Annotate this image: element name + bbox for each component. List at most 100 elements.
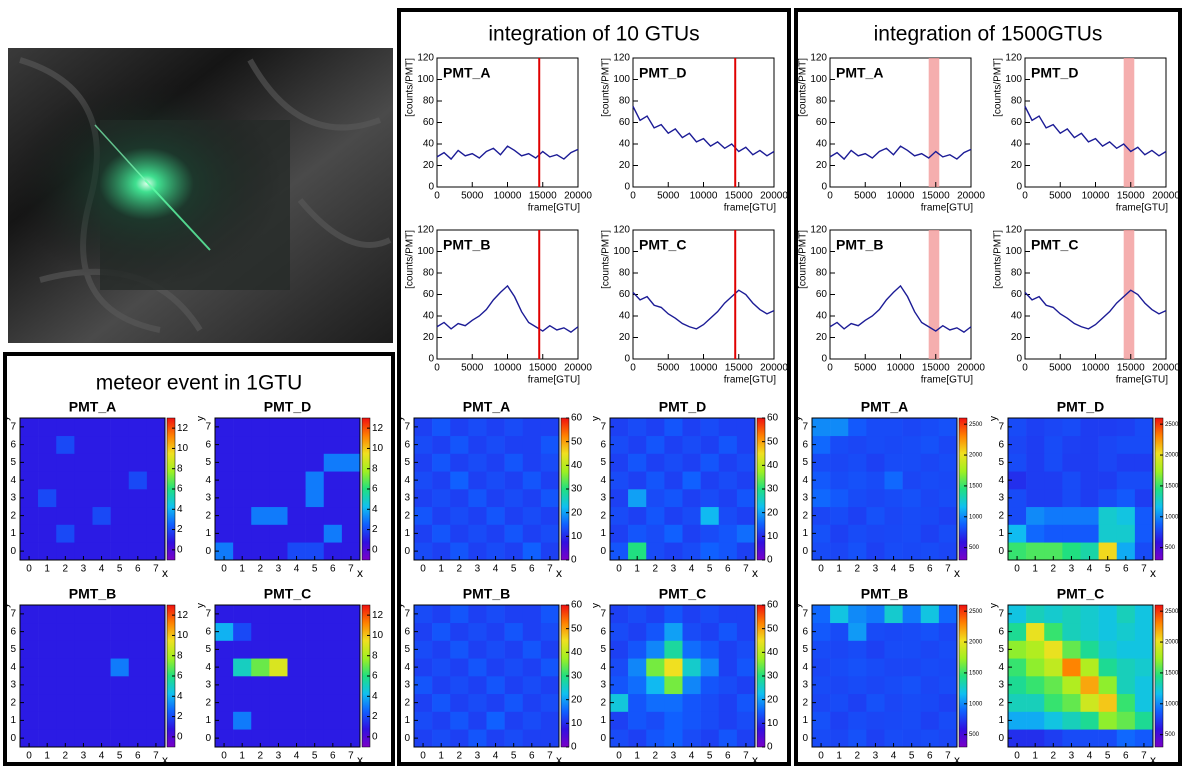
cell [664, 658, 683, 677]
cell [682, 489, 701, 508]
cell [718, 640, 738, 659]
y-axis-label: [counts/PMT] [405, 230, 416, 289]
cell [1008, 435, 1027, 454]
x-tick-label: 1 [836, 751, 842, 762]
cell [736, 676, 756, 695]
cell [522, 605, 542, 624]
cell [1026, 622, 1045, 641]
chart-title: PMT_A [69, 399, 116, 415]
y-tick-label: 7 [205, 422, 211, 433]
colorbar-tick-label: 8 [372, 463, 378, 474]
cell [920, 676, 940, 695]
cell [1134, 435, 1154, 454]
x-axis-label: frame[GTU] [921, 375, 973, 386]
colorbar-tick-label: 500 [1165, 732, 1176, 738]
y-tick-label: 0 [998, 546, 1004, 557]
colorbar-tick-label: 50 [571, 436, 583, 447]
chart-title: PMT_C [659, 586, 706, 602]
cell [1080, 658, 1099, 677]
cell [20, 622, 39, 641]
y-tick-label: 20 [816, 332, 828, 343]
cell [269, 471, 288, 490]
x-tick-label: 15000 [922, 363, 950, 374]
cell [1116, 658, 1136, 677]
cell [610, 435, 629, 454]
y-tick-label: 2 [205, 510, 211, 521]
cell [251, 658, 270, 677]
y-tick-label: 0 [428, 182, 434, 193]
cell [233, 693, 252, 712]
cell [128, 471, 148, 490]
x-tick-label: 20000 [564, 363, 592, 374]
cell [146, 453, 166, 472]
cell [323, 471, 343, 490]
cell [414, 658, 433, 677]
x-tick-label: 7 [743, 564, 749, 575]
cell [718, 658, 738, 677]
y-tick-label: 20 [1011, 332, 1023, 343]
cell [920, 542, 940, 561]
cell [646, 524, 665, 543]
cell [486, 542, 505, 561]
x-tick-label: 5000 [657, 363, 680, 374]
cell [902, 711, 922, 730]
cell [938, 506, 958, 525]
x-tick-label: 5 [1105, 751, 1111, 762]
colorbar-tick-label: 8 [177, 463, 183, 474]
cell [522, 676, 542, 695]
cell [450, 693, 469, 712]
cell [1008, 489, 1027, 508]
cell [92, 622, 111, 641]
cell [664, 418, 683, 437]
y-tick-label: 3 [802, 493, 808, 504]
cell [884, 640, 903, 659]
cell [128, 658, 148, 677]
y-tick-label: 80 [1011, 268, 1023, 279]
y-axis-label: [counts/PMT] [798, 230, 809, 289]
cell [215, 524, 234, 543]
cell [92, 676, 111, 695]
y-tick-label: 0 [821, 182, 827, 193]
cell [56, 542, 75, 561]
cell [504, 506, 524, 525]
plot-area [829, 229, 972, 360]
cell [718, 542, 738, 561]
cell [1116, 542, 1136, 561]
colorbar-tick-label: 1500 [969, 483, 983, 489]
colorbar-tick-label: 12 [177, 423, 189, 434]
cell [128, 453, 148, 472]
cell [341, 418, 361, 437]
y-tick-label: 0 [205, 546, 211, 557]
cell [1098, 506, 1118, 525]
chart-title: PMT_A [836, 65, 883, 81]
cell [646, 640, 665, 659]
chart-title: PMT_C [1031, 237, 1078, 253]
cell [848, 622, 867, 641]
cell [682, 658, 701, 677]
cell [920, 489, 940, 508]
y-tick-label: 7 [998, 422, 1004, 433]
y-tick-label: 3 [998, 493, 1004, 504]
y-tick-label: 80 [423, 268, 435, 279]
cell [215, 729, 234, 748]
x-axis-label: x [752, 566, 758, 580]
x-tick-label: 7 [547, 751, 553, 762]
y-axis-label: [counts/PMT] [405, 58, 416, 117]
line-series [829, 284, 972, 333]
cell [700, 453, 720, 472]
cell [920, 435, 940, 454]
cell [938, 622, 958, 641]
cell [305, 658, 325, 677]
cell [233, 435, 252, 454]
cell [646, 729, 665, 748]
frame [811, 417, 958, 561]
cell [920, 640, 940, 659]
cell [56, 640, 75, 659]
chart-title: PMT_A [861, 399, 908, 415]
cell [718, 622, 738, 641]
cell [92, 729, 111, 748]
cell [540, 676, 560, 695]
y-tick-label: 1 [205, 715, 211, 726]
colorbar-tick-label: 20 [571, 507, 583, 518]
cell [486, 605, 505, 624]
